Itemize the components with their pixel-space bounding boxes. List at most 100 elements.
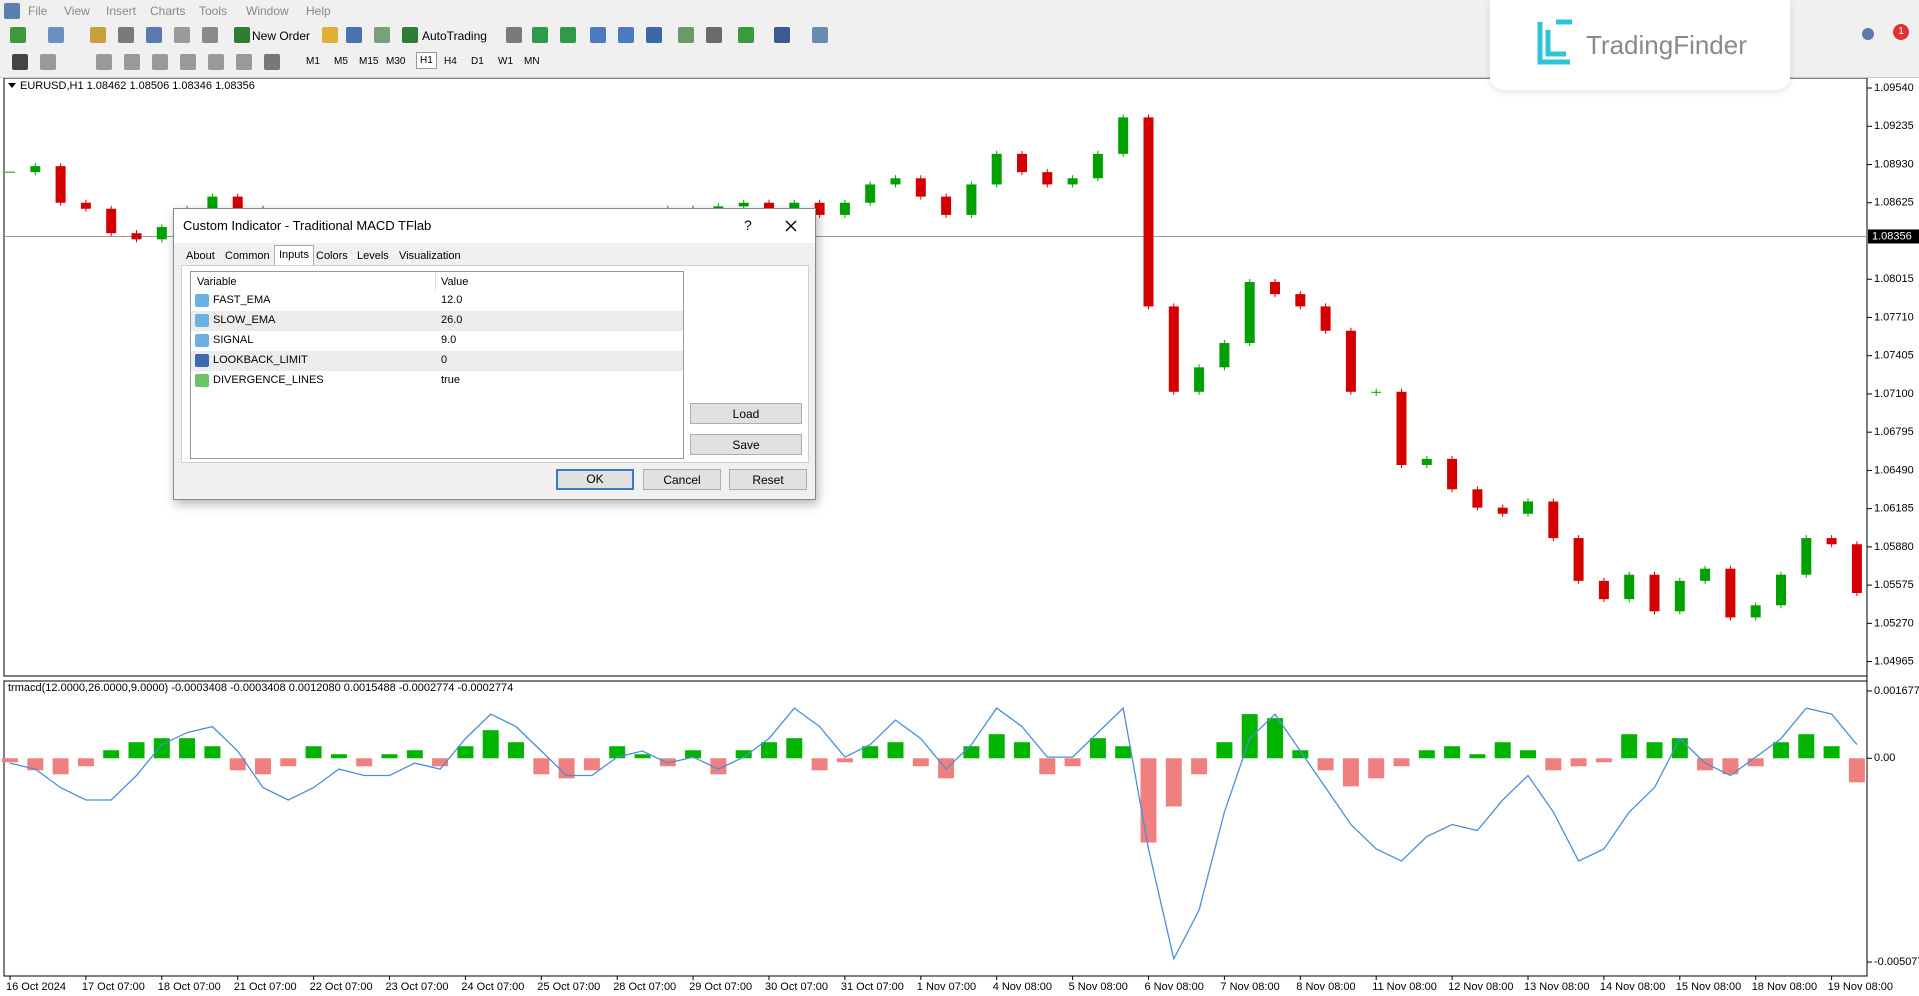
- tab[interactable]: Colors: [316, 250, 348, 262]
- toolbar-icon[interactable]: [124, 54, 140, 70]
- menu-item[interactable]: Tools: [199, 4, 228, 18]
- histogram-bar: [406, 750, 423, 759]
- candle-body: [156, 227, 167, 240]
- toolbar-icon[interactable]: [180, 54, 196, 70]
- toolbar-icon[interactable]: [678, 27, 694, 43]
- table-cell: 0: [441, 354, 448, 366]
- y-tick-label: 1.05575: [1874, 579, 1914, 591]
- toolbar-icon[interactable]: [402, 27, 418, 43]
- reset-button[interactable]: Reset: [729, 469, 807, 490]
- toolbar-icon[interactable]: [774, 27, 790, 43]
- toolbar-icon[interactable]: [146, 27, 162, 43]
- toolbar-icon[interactable]: [10, 27, 26, 43]
- toolbar-icon[interactable]: [174, 27, 190, 43]
- toolbar-icon[interactable]: [48, 27, 64, 43]
- candle-body: [1168, 306, 1179, 392]
- toolbar-icon[interactable]: [506, 27, 522, 43]
- histogram-bar: [761, 742, 777, 759]
- toolbar-icon[interactable]: [374, 27, 390, 43]
- toolbar-icon[interactable]: [12, 54, 28, 70]
- table-row[interactable]: DIVERGENCE_LINES true: [191, 371, 683, 391]
- tab[interactable]: Common: [225, 250, 270, 262]
- histogram-bar: [432, 758, 449, 767]
- timeframe-button[interactable]: D1: [471, 56, 484, 67]
- menu-item[interactable]: File: [28, 4, 48, 18]
- save-button[interactable]: Save: [690, 434, 802, 455]
- y-tick-label: -0.005077: [1874, 956, 1919, 968]
- toolbar-icon[interactable]: [706, 27, 722, 43]
- toolbar-icon[interactable]: [618, 27, 634, 43]
- candle-body: [80, 202, 91, 209]
- help-button[interactable]: ?: [744, 217, 752, 233]
- toolbar-icon[interactable]: [152, 54, 168, 70]
- toolbar-icon[interactable]: [90, 27, 106, 43]
- timeframe-button[interactable]: H4: [444, 56, 457, 67]
- toolbar-icon[interactable]: [646, 27, 662, 43]
- table-row[interactable]: SIGNAL 9.0: [191, 331, 683, 351]
- logo: [1537, 19, 1572, 65]
- load-button[interactable]: Load: [690, 403, 802, 424]
- tab[interactable]: Visualization: [399, 250, 461, 262]
- toolbar-icon[interactable]: [96, 54, 112, 70]
- toolbar-icon[interactable]: [202, 27, 218, 43]
- histogram-bar: [1621, 734, 1638, 759]
- timeframe-button[interactable]: M30: [386, 56, 406, 67]
- autotrading-button[interactable]: AutoTrading: [422, 29, 487, 43]
- histogram-bar: [1267, 718, 1283, 759]
- toolbar-icon[interactable]: [208, 54, 224, 70]
- candle-body: [1042, 172, 1053, 185]
- candle-body: [915, 178, 926, 197]
- timeframe-button[interactable]: M15: [359, 56, 379, 67]
- menu-item[interactable]: Window: [246, 4, 289, 18]
- timeframe-button[interactable]: W1: [498, 56, 513, 67]
- timeframe-button[interactable]: H1: [416, 52, 437, 69]
- candle-body: [30, 166, 41, 173]
- histogram-bar: [988, 734, 1005, 759]
- toolbar-icon[interactable]: [234, 27, 250, 43]
- candle-body: [1017, 153, 1027, 173]
- candle-body: [839, 202, 850, 215]
- notification-badge[interactable]: 1: [1893, 24, 1909, 40]
- toolbar-icon[interactable]: [590, 27, 606, 43]
- toolbar-icon[interactable]: [738, 27, 754, 43]
- cancel-button[interactable]: Cancel: [643, 469, 721, 490]
- ok-button[interactable]: OK: [556, 469, 634, 490]
- indicator-title: trmacd(12.0000,26.0000,9.0000) -0.000340…: [8, 682, 513, 694]
- tab-active[interactable]: Inputs: [274, 245, 314, 265]
- menu-item[interactable]: Insert: [106, 4, 137, 18]
- new-order-button[interactable]: New Order: [252, 29, 311, 43]
- close-button[interactable]: [784, 219, 798, 233]
- histogram-bar: [963, 746, 980, 759]
- histogram-bar: [103, 750, 120, 759]
- search-icon[interactable]: [1862, 28, 1874, 40]
- histogram-bar: [659, 758, 676, 767]
- timeframe-button[interactable]: M5: [334, 56, 348, 67]
- table-row[interactable]: SLOW_EMA 26.0: [191, 311, 683, 331]
- tab[interactable]: About: [186, 250, 215, 262]
- candle-body: [1548, 501, 1559, 539]
- dialog: Custom Indicator - Traditional MACD TFla…: [173, 208, 816, 500]
- toolbar-icon[interactable]: [40, 54, 56, 70]
- toolbar-icon[interactable]: [560, 27, 576, 43]
- x-tick-label: 6 Nov 08:00: [1145, 981, 1204, 993]
- y-tick-label: 1.08015: [1874, 273, 1914, 285]
- table-row[interactable]: FAST_EMA 12.0: [191, 291, 683, 311]
- menu-item[interactable]: View: [64, 4, 90, 18]
- toolbar-icon[interactable]: [346, 27, 362, 43]
- toolbar-icon[interactable]: [532, 27, 548, 43]
- timeframe-button[interactable]: M1: [306, 56, 320, 67]
- param-icon: [195, 334, 209, 347]
- toolbar-icon[interactable]: [264, 54, 280, 70]
- timeframe-button[interactable]: MN: [524, 56, 540, 67]
- menu-item[interactable]: Help: [306, 4, 331, 18]
- toolbar-icon[interactable]: [236, 54, 252, 70]
- tab[interactable]: Levels: [357, 250, 389, 262]
- table-row[interactable]: LOOKBACK_LIMIT 0: [191, 351, 683, 371]
- toolbar-icon[interactable]: [812, 27, 828, 43]
- toolbar-icon[interactable]: [322, 27, 338, 43]
- x-tick-label: 23 Oct 07:00: [386, 981, 449, 993]
- menu-item[interactable]: Charts: [150, 4, 186, 18]
- toolbar-icon[interactable]: [118, 27, 134, 43]
